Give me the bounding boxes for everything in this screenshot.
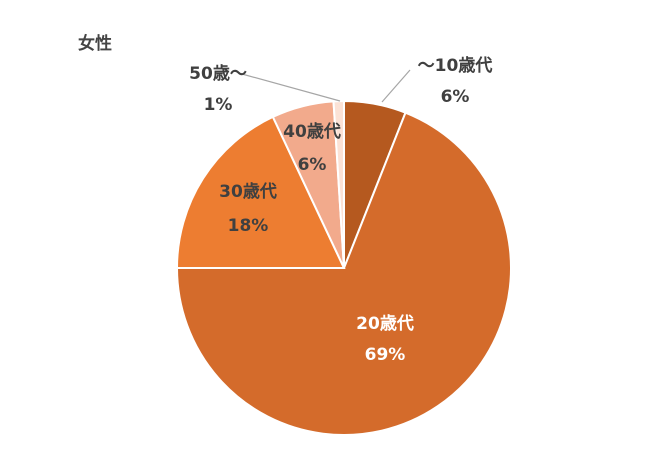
- leader-line: [241, 73, 341, 102]
- value-label: 69%: [365, 345, 406, 365]
- slice-label: ～10歳代: [418, 55, 493, 76]
- value-label: 6%: [298, 155, 327, 175]
- pie-slice: [175, 115, 346, 269]
- slice-label: 30歳代: [219, 181, 277, 202]
- slice-label: 20歳代: [356, 313, 414, 334]
- pie-slice: [175, 111, 512, 436]
- chart-title: 女性: [78, 33, 112, 54]
- slice-label: 40歳代: [283, 121, 341, 142]
- value-label: 6%: [441, 87, 470, 107]
- value-label: 18%: [228, 216, 269, 236]
- value-label: 1%: [204, 95, 233, 115]
- leader-line: [381, 69, 411, 103]
- slice-label: 50歳～: [189, 63, 247, 84]
